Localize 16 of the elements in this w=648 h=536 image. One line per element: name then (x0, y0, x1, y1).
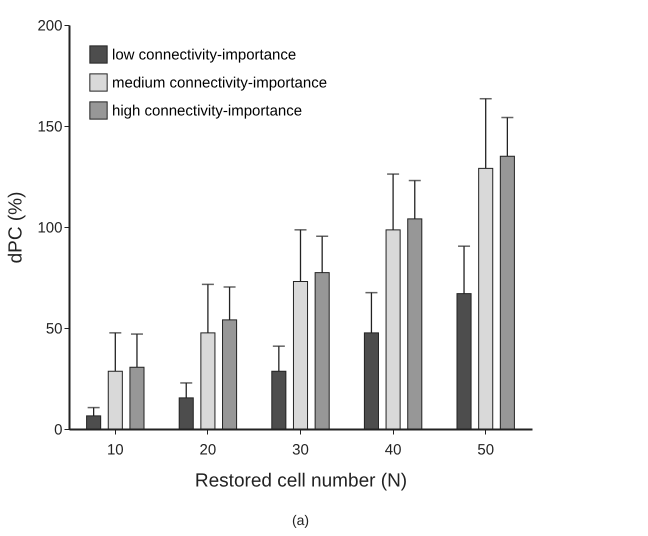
legend-label: high connectivity-importance (112, 102, 302, 120)
x-tick-label: 50 (477, 442, 494, 458)
legend-label: medium connectivity-importance (112, 74, 328, 92)
x-tick-label: 40 (384, 442, 402, 458)
x-tick-label: 20 (200, 442, 216, 458)
text: (a) (292, 512, 310, 528)
x-axis-title: Restored cell number (N) (194, 470, 408, 492)
legend-label: low connectivity-importance (112, 46, 296, 64)
y-tick-label: 200 (37, 18, 62, 34)
x-tick-label: 10 (106, 442, 124, 458)
x-tick-label: 30 (292, 442, 309, 458)
y-tick-label: 50 (46, 320, 62, 338)
y-tick-label: 150 (37, 118, 62, 136)
y-tick-label: 0 (54, 422, 62, 438)
y-axis-title: dPC (%) (5, 192, 26, 264)
y-tick-label: 100 (37, 220, 62, 236)
